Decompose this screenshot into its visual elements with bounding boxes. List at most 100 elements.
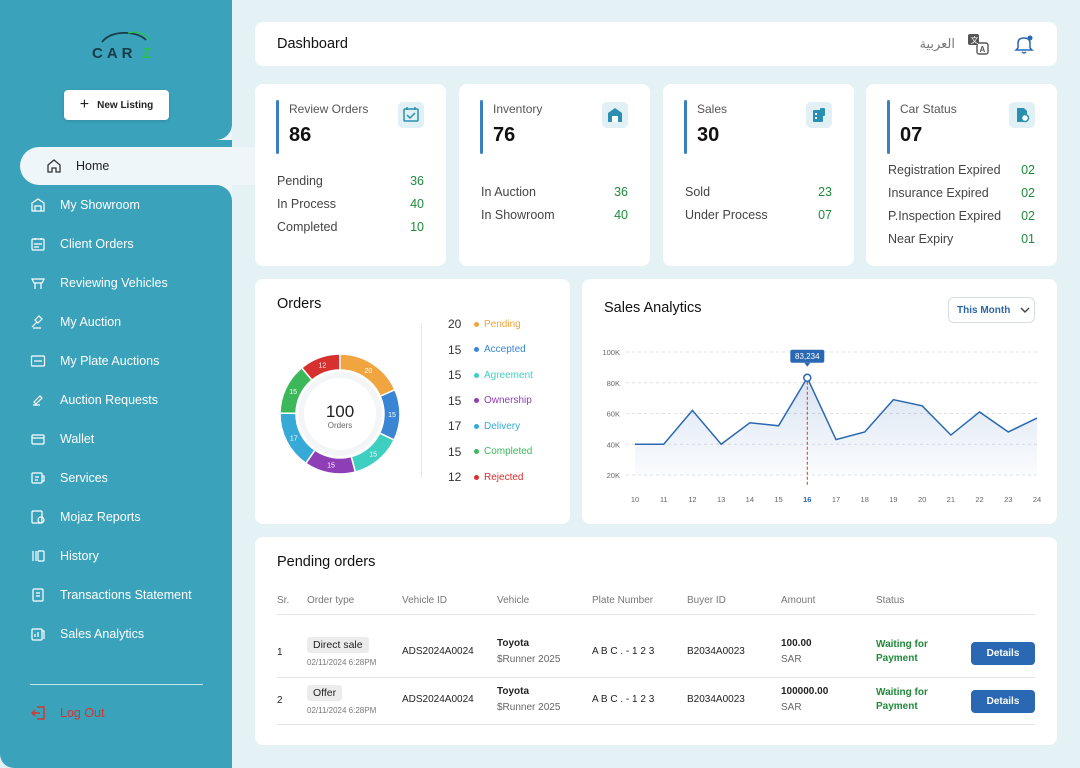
donut-segment-pending[interactable] <box>339 353 396 398</box>
donut-segment-accepted[interactable] <box>378 388 401 441</box>
orders-legend-item: 15 Completed <box>448 444 533 459</box>
column-header: Vehicle ID <box>402 595 448 606</box>
x-tick-label: 18 <box>861 495 869 504</box>
x-tick-label: 22 <box>975 495 983 504</box>
card-title: Car Status <box>900 102 957 116</box>
card-title: Review Orders <box>289 102 369 116</box>
inventory-icon <box>602 102 628 128</box>
sidebar-item-wallet[interactable]: Wallet <box>30 420 230 458</box>
details-button[interactable]: Details <box>971 642 1035 665</box>
donut-segment-label: 17 <box>290 435 298 442</box>
data-point[interactable] <box>803 373 812 383</box>
gavel-icon <box>31 315 43 329</box>
donut-segment-label: 15 <box>369 452 377 459</box>
tooltip-value: 83,234 <box>795 352 820 361</box>
column-header: Order type <box>307 595 355 606</box>
details-button[interactable]: Details <box>971 690 1035 713</box>
x-tick-label: 14 <box>746 495 754 504</box>
x-tick-label: 13 <box>717 495 725 504</box>
legend-dot <box>474 449 479 454</box>
table-divider <box>277 614 1035 615</box>
logout-button[interactable]: Log Out <box>30 704 104 722</box>
nav-curve <box>212 185 232 205</box>
y-tick-label: 80K <box>607 379 620 388</box>
chevron-down-icon <box>1020 307 1030 313</box>
stat-row: Near Expiry 01 <box>888 232 1035 246</box>
x-tick-label: 24 <box>1033 495 1041 504</box>
showroom-icon <box>31 198 45 212</box>
plate-icon <box>30 355 46 367</box>
sidebar-item-mojaz-reports[interactable]: Mojaz Reports <box>30 498 230 536</box>
stat-row: Registration Expired 02 <box>888 163 1035 177</box>
carz-logo: CAR Z <box>88 28 158 64</box>
nav-curve <box>212 120 232 140</box>
accent-bar <box>684 100 687 154</box>
donut-segment-label: 15 <box>388 412 396 419</box>
svg-text:CAR: CAR <box>92 45 137 62</box>
column-header: Plate Number <box>592 595 654 606</box>
language-toggle[interactable]: العربية <box>919 36 955 51</box>
donut-segment-label: 15 <box>327 463 335 470</box>
sidebar-item-transactions-statement[interactable]: Transactions Statement <box>30 576 230 614</box>
orders-card: Orders 100 Orders 20 15 15 15 17 15 12 20 Pendi… <box>255 279 570 524</box>
sidebar-item-my-plate-auctions[interactable]: My Plate Auctions <box>30 342 230 380</box>
orders-icon <box>31 238 45 251</box>
card-value: 76 <box>493 124 516 146</box>
status-text: Waiting for Payment <box>876 687 928 712</box>
donut-segment-completed[interactable] <box>279 366 313 415</box>
status-text: Waiting for Payment <box>876 639 928 664</box>
sidebar-item-my-auction[interactable]: My Auction <box>30 303 230 341</box>
donut-segment-agreement[interactable] <box>350 432 396 473</box>
review-orders-icon <box>398 102 424 128</box>
accent-bar <box>276 100 279 154</box>
order-type-badge: Offer <box>307 685 343 701</box>
column-header: Sr. <box>277 595 290 606</box>
x-tick-label: 20 <box>918 495 926 504</box>
wallet-icon <box>31 434 45 445</box>
legend-dot <box>474 423 479 429</box>
stat-row: Under Process 07 <box>685 208 832 222</box>
notification-bell-icon[interactable] <box>1013 33 1035 55</box>
sales-line-chart: 100K 80K 60K 40K 20K 10 11 12 13 14 15 16 17 18 19 20 21… <box>602 348 1041 504</box>
sidebar-item-home[interactable]: Home <box>20 147 260 185</box>
svg-text:文: 文 <box>971 35 979 45</box>
legend-dot <box>474 372 479 378</box>
car-status-card: Car Status 07 Registration Expired 02 Ins… <box>866 84 1057 266</box>
orders-title: Orders <box>277 296 322 312</box>
donut-segment-delivery[interactable] <box>279 412 317 465</box>
tooltip-box <box>790 349 825 363</box>
services-icon <box>31 472 45 484</box>
legend-dot <box>474 474 479 480</box>
orders-donut-chart: 100 Orders 20 15 15 15 17 15 12 <box>279 353 401 475</box>
accent-bar <box>887 100 890 154</box>
column-header: Buyer ID <box>687 595 726 606</box>
new-listing-button[interactable]: + New Listing <box>64 90 169 120</box>
donut-segment-ownership[interactable] <box>304 449 357 475</box>
period-dropdown[interactable]: This Month <box>948 297 1035 323</box>
stat-row: P.Inspection Expired 02 <box>888 209 1035 223</box>
sidebar-item-reviewing-vehicles[interactable]: Reviewing Vehicles <box>30 264 230 302</box>
svg-text:A: A <box>980 45 986 54</box>
sidebar-item-my-showroom[interactable]: My Showroom <box>30 186 230 224</box>
sales-card: Sales 30 Sold 23 Under Process 07 <box>663 84 854 266</box>
stat-row: In Auction 36 <box>481 185 628 199</box>
x-tick-label: 16 <box>803 495 811 504</box>
sidebar-item-auction-requests[interactable]: Auction Requests <box>30 381 230 419</box>
sales-icon <box>806 102 832 128</box>
sidebar-item-history[interactable]: History <box>30 537 230 575</box>
stat-row: Insurance Expired 02 <box>888 186 1035 200</box>
stat-row: In Showroom 40 <box>481 208 628 222</box>
table-divider <box>277 724 1035 725</box>
plus-icon: + <box>79 96 90 113</box>
sidebar-item-services[interactable]: Services <box>30 459 230 497</box>
sidebar-divider <box>30 684 203 685</box>
x-tick-label: 12 <box>688 495 696 504</box>
y-tick-label: 20K <box>607 471 620 480</box>
tooltip-pointer <box>804 362 811 367</box>
sidebar-item-client-orders[interactable]: Client Orders <box>30 225 230 263</box>
sidebar-item-sales-analytics[interactable]: Sales Analytics <box>30 615 230 653</box>
review-orders-card: Review Orders 86 Pending 36 In Process 40 … <box>255 84 446 266</box>
orders-legend-item: 12 Rejected <box>448 470 524 484</box>
